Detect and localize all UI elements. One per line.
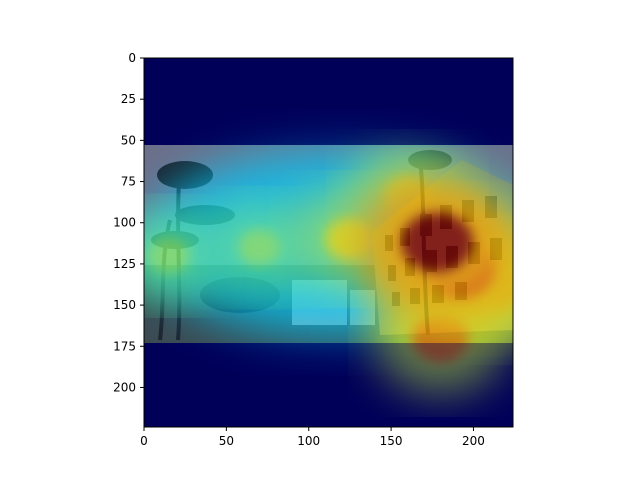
axes-frame <box>143 57 514 428</box>
bottom-padding-band <box>144 343 513 427</box>
y-tick-label: 125 <box>113 257 136 271</box>
y-tick-label: 25 <box>121 92 136 106</box>
y-tick-label: 150 <box>113 298 136 312</box>
y-tick-label: 0 <box>128 51 136 65</box>
heat-hotspot <box>148 238 190 274</box>
y-tick-label: 175 <box>113 339 136 353</box>
x-tick-label: 100 <box>297 434 320 448</box>
x-tick-label: 200 <box>462 434 485 448</box>
x-tick-label: 0 <box>140 434 148 448</box>
y-tick-label: 200 <box>113 380 136 394</box>
heat-overlay <box>144 147 513 395</box>
x-tick-label: 150 <box>380 434 403 448</box>
y-tick-label: 50 <box>121 133 136 147</box>
y-tick-label: 75 <box>121 175 136 189</box>
top-padding-band <box>144 58 513 145</box>
y-axis: 0 25 50 75 100 125 150 175 200 <box>113 51 144 394</box>
plot-area <box>144 58 513 427</box>
x-tick-label: 50 <box>219 434 234 448</box>
y-tick-label: 100 <box>113 216 136 230</box>
heat-hotspot <box>401 212 474 273</box>
heat-hotspot <box>238 230 280 265</box>
x-axis: 0 50 100 150 200 <box>140 427 485 448</box>
